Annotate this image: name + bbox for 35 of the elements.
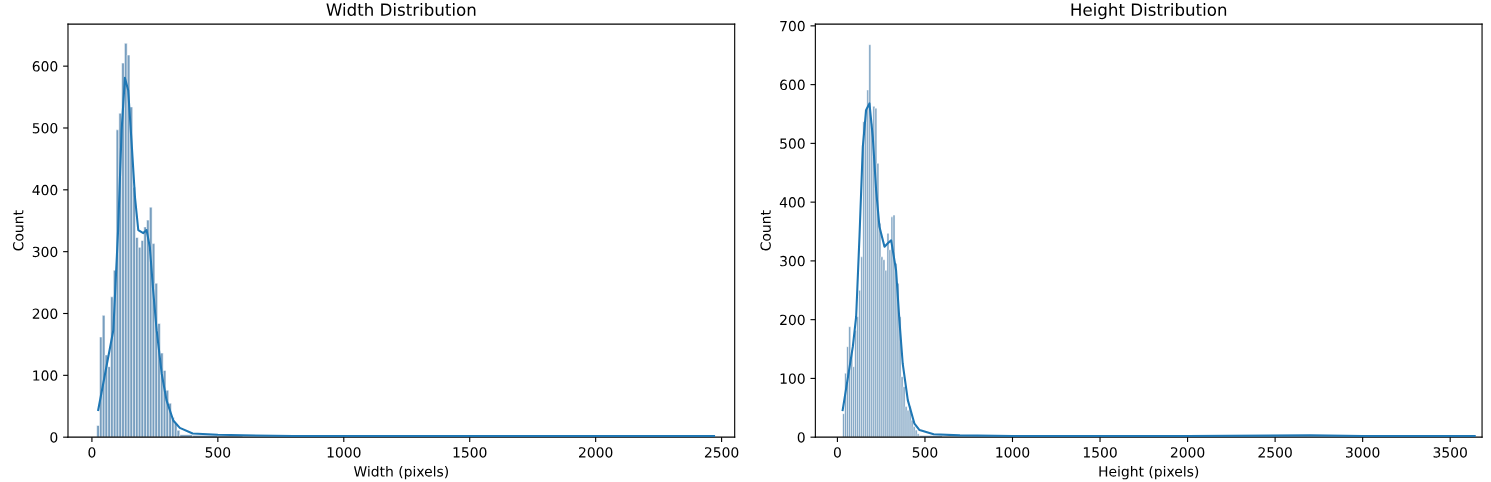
y-tick-label: 400 [779,197,805,208]
x-axis-title: Height (pixels) [1099,465,1199,480]
y-tick-label: 400 [32,184,58,196]
x-tick-label: 0 [833,447,841,458]
y-tick-label: 0 [797,432,805,443]
x-tick-label: 2000 [1170,447,1205,458]
x-axis-title: Width (pixels) [353,465,448,480]
x-tick-label: 0 [88,447,96,458]
x-tick-label: 2500 [704,447,739,458]
x-tick-label: 500 [205,447,231,458]
x-tick-label: 3500 [1433,447,1467,458]
y-tick-label: 200 [780,314,805,326]
chart-title: Height Distribution [1071,3,1227,20]
y-tick-label: 600 [780,79,805,91]
y-tick-label: 500 [780,138,805,149]
y-tick-label: 100 [780,373,805,384]
y-axis-title: Count [760,210,771,251]
x-tick-label: 2500 [1258,447,1292,458]
x-tick-label: 1000 [996,447,1030,458]
x-tick-label: 2000 [579,447,613,458]
x-tick-label: 1500 [453,447,487,458]
y-tick-label: 700 [780,20,805,32]
x-tick-label: 500 [912,447,938,458]
x-tick-label: 3000 [1346,447,1380,458]
y-tick-label: 200 [32,308,58,319]
y-axis-title: Count [13,210,24,251]
x-tick-label: 1000 [327,447,361,458]
x-tick-label: 1500 [1083,447,1117,458]
y-tick-label: 300 [780,255,805,267]
y-tick-label: 0 [50,432,58,443]
y-tick-label: 100 [33,370,58,381]
y-tick-label: 500 [32,122,58,134]
chart-title: Width Distribution [326,3,476,16]
y-tick-label: 300 [32,246,58,258]
y-tick-label: 600 [32,61,58,72]
